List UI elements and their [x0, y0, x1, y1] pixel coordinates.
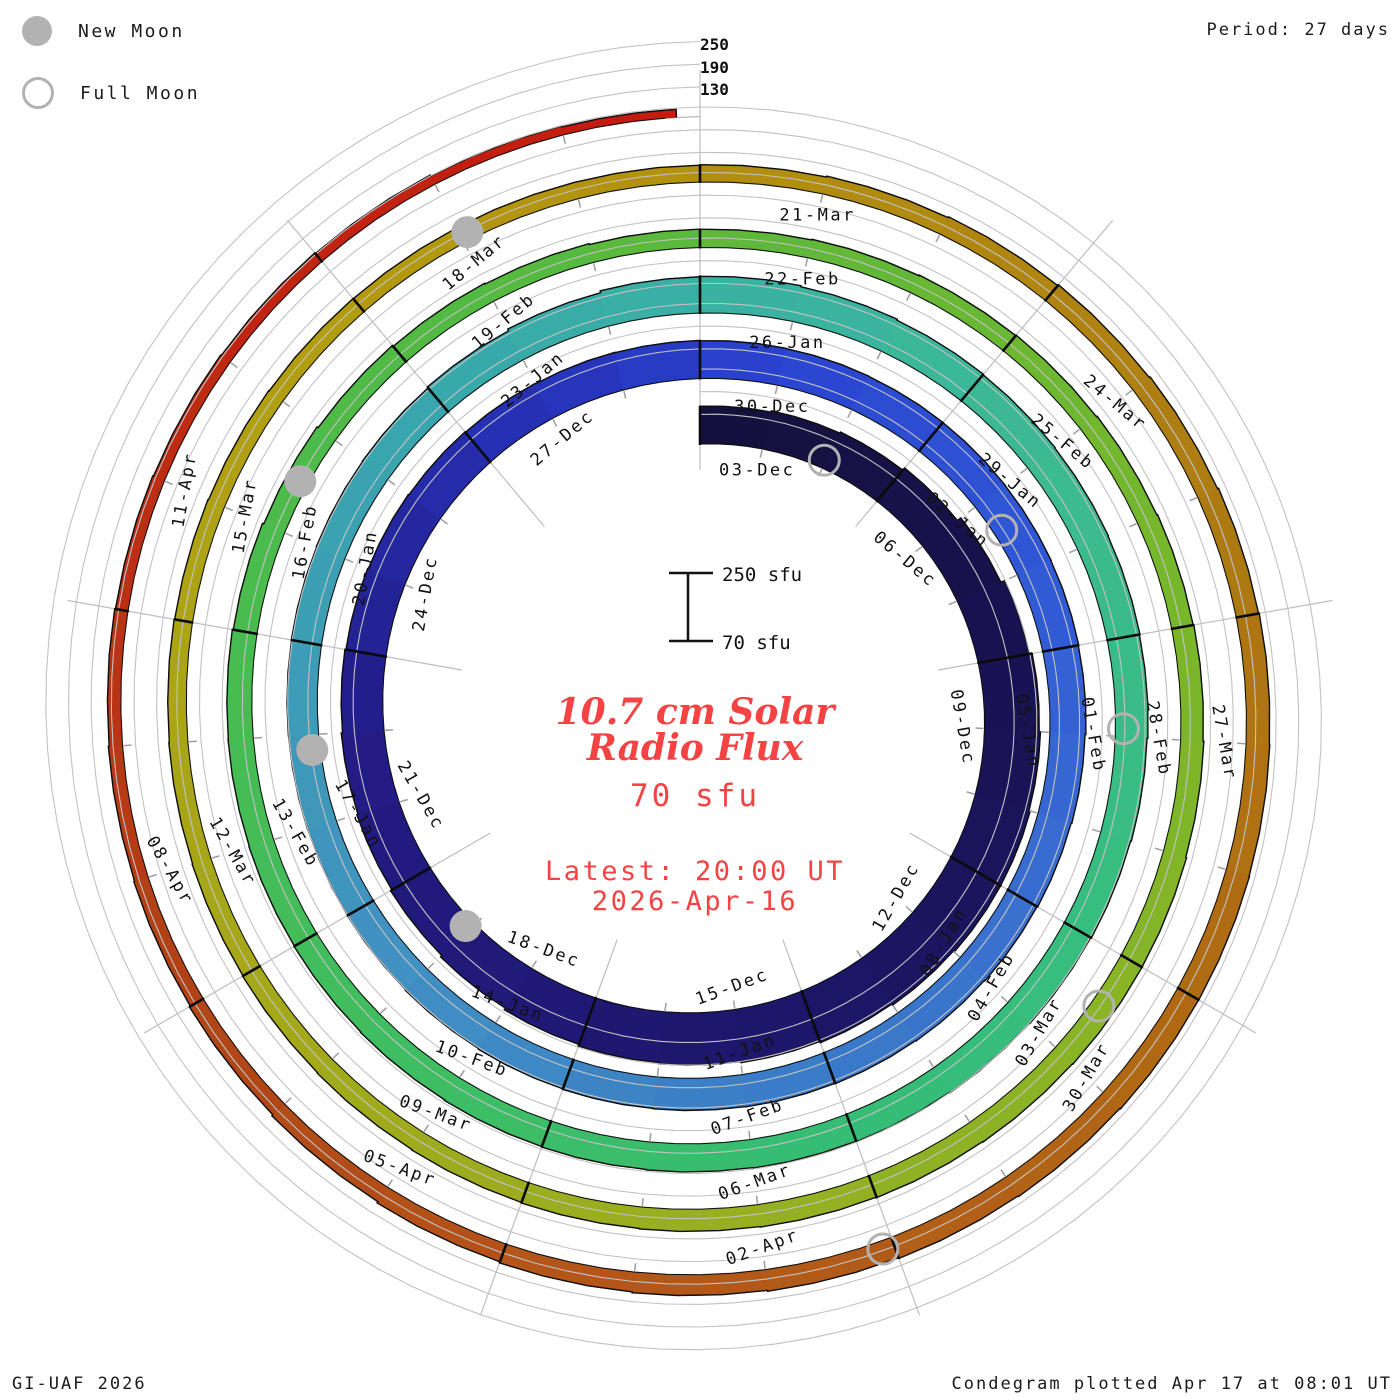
full-moon-icon: [22, 77, 54, 109]
current-flux-value: 70 sfu: [630, 778, 760, 814]
moon-legend: New Moon Full Moon: [22, 8, 200, 132]
date-label: 15-Dec: [693, 965, 772, 1010]
guide-190-sfu: [68, 63, 1300, 1328]
radial-scale-label-250: 250: [700, 35, 729, 54]
flux-scale-bar: [669, 571, 713, 643]
full-moon-marker: [866, 1232, 900, 1266]
center-text-block: 10.7 cm Solar Radio Flux 70 sfu Latest: …: [395, 694, 995, 917]
scale-bar-top-label: 250 sfu: [722, 564, 802, 586]
chart-title-line2: Radio Flux: [586, 727, 804, 769]
full-moon-marker: [1106, 712, 1140, 746]
date-label: 21-Mar: [779, 206, 855, 226]
radial-scale-label-130: 130: [700, 80, 729, 99]
flux-guide-spirals: [45, 40, 1322, 1351]
full-moon-marker: [985, 513, 1019, 547]
date-label: 03-Dec: [719, 461, 795, 481]
latest-date: 2026-Apr-16: [591, 886, 799, 917]
new-moon-marker: [451, 216, 484, 249]
date-label: 02-Apr: [723, 1225, 802, 1270]
date-label: 30-Dec: [734, 397, 810, 417]
chart-title-line1: 10.7 cm Solar: [555, 691, 835, 733]
radial-scale-label-190: 190: [700, 58, 729, 77]
date-label: 26-Jan: [749, 333, 825, 353]
full-moon-marker: [1082, 989, 1116, 1023]
date-label: 22-Feb: [764, 270, 840, 290]
guide-130-sfu: [90, 86, 1277, 1305]
new-moon-icon: [22, 16, 52, 46]
moon-markers: [284, 216, 1140, 1266]
plotted-label: Condegram plotted Apr 17 at 08:01 UT: [951, 1374, 1392, 1394]
day-ticks: [114, 135, 1260, 1272]
new-moon-marker: [284, 465, 317, 498]
date-label: 24-Dec: [409, 554, 442, 633]
date-label: 27-Mar: [1207, 703, 1240, 782]
new-moon-marker: [296, 734, 329, 767]
legend-new-moon: New Moon: [22, 8, 200, 54]
date-label: 11-Apr: [168, 450, 201, 529]
new-moon-label: New Moon: [78, 20, 185, 42]
latest-time: Latest: 20:00 UT: [544, 856, 846, 887]
flux-band-outline: [106, 108, 1271, 1297]
scale-bar-bottom-label: 70 sfu: [722, 632, 791, 654]
legend-full-moon: Full Moon: [22, 70, 200, 116]
period-label: Period: 27 days: [1206, 20, 1390, 40]
guide-250-sfu: [45, 40, 1322, 1351]
full-moon-marker: [807, 443, 841, 477]
new-moon-marker: [449, 910, 482, 943]
credit-label: GI-UAF 2026: [12, 1374, 147, 1394]
full-moon-label: Full Moon: [80, 82, 201, 104]
